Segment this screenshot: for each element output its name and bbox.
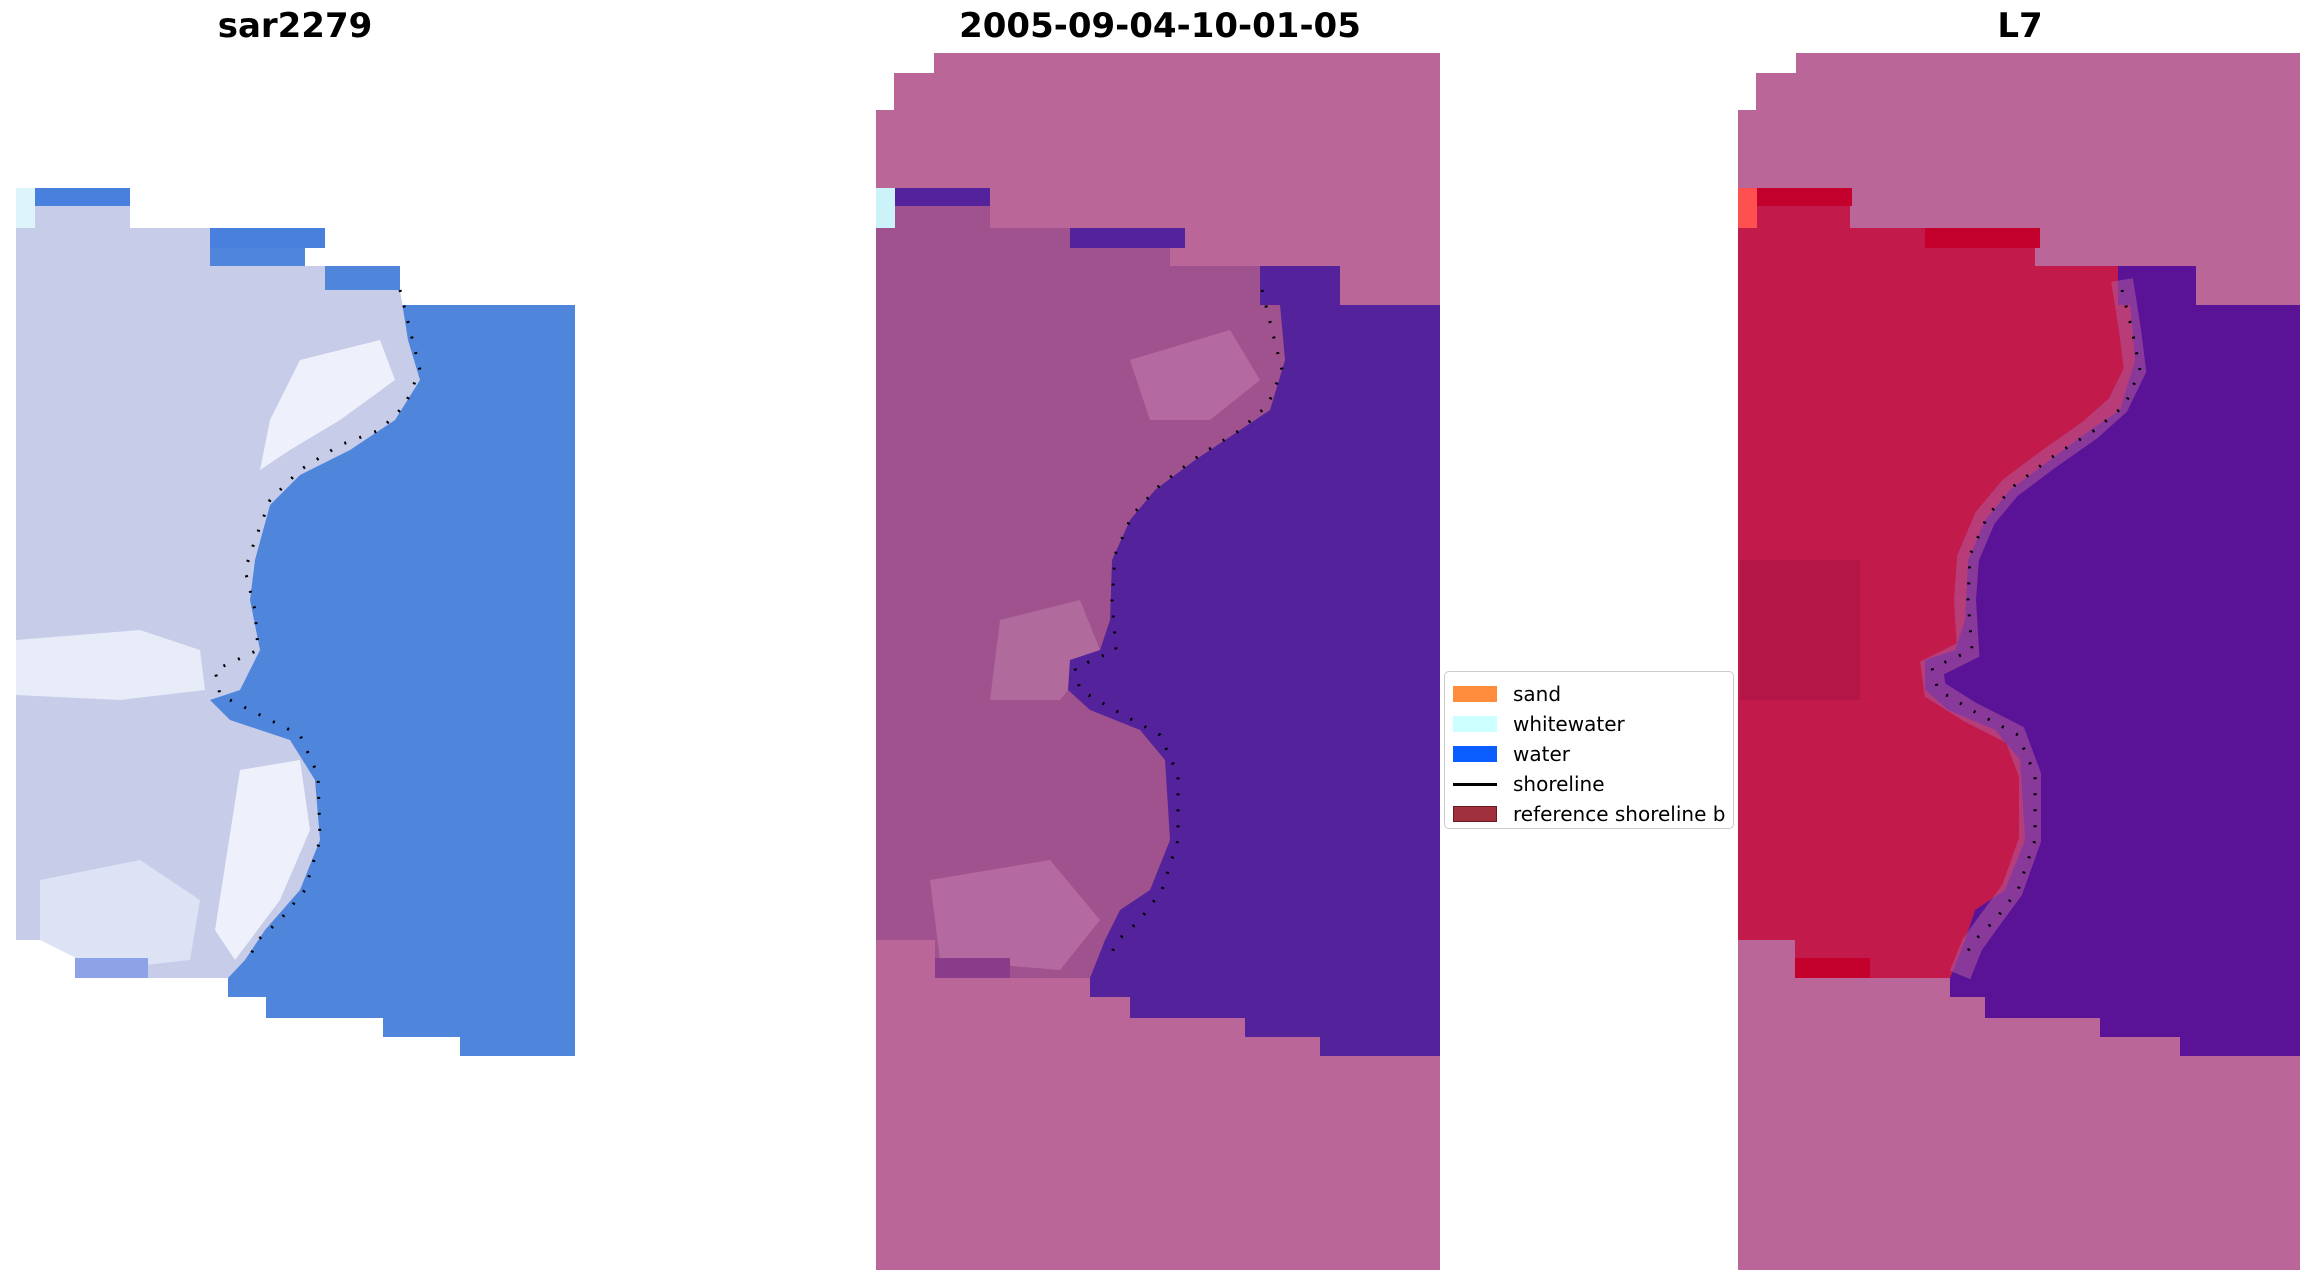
- panel-title-index: L7: [1997, 6, 2043, 46]
- legend-item-sand: sand: [1453, 679, 1561, 709]
- legend-label: reference shoreline b: [1513, 802, 1726, 826]
- legend: sand whitewater water shoreline referenc…: [1444, 671, 1734, 829]
- legend-line-shoreline: [1453, 782, 1497, 786]
- legend-item-reference-shoreline: reference shoreline b: [1453, 799, 1726, 828]
- index-shoreline: [1930, 289, 2142, 961]
- classified-image: [876, 53, 1440, 1270]
- legend-item-whitewater: whitewater: [1453, 709, 1625, 739]
- legend-label: sand: [1513, 682, 1562, 706]
- legend-swatch-water: [1453, 746, 1497, 762]
- panel-title-rgb: sar2279: [217, 6, 373, 46]
- rgb-image: [16, 188, 575, 1056]
- legend-swatch-reference-shoreline: [1453, 806, 1497, 822]
- legend-swatch-whitewater: [1453, 716, 1497, 732]
- legend-label: whitewater: [1513, 712, 1625, 736]
- legend-label: water: [1513, 742, 1570, 766]
- legend-swatch-sand: [1453, 686, 1497, 702]
- classified-shoreline: [1073, 289, 1284, 961]
- legend-label: shoreline: [1513, 772, 1605, 796]
- index-land: [1738, 188, 2135, 978]
- legend-item-water: water: [1453, 739, 1570, 769]
- legend-item-shoreline: shoreline: [1453, 769, 1605, 799]
- index-image: [1738, 53, 2300, 1270]
- classified-water: [1068, 266, 1440, 1056]
- panel-title-classified: 2005-09-04-10-01-05: [959, 6, 1361, 46]
